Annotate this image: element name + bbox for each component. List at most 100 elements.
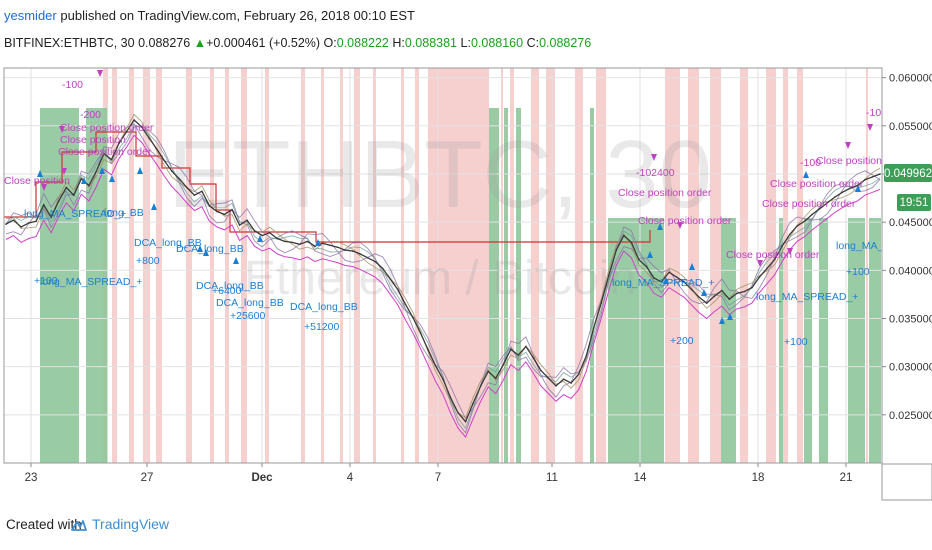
trade-label: +100 [784,336,808,348]
trade-label: -102400 [636,167,675,179]
price-point [720,289,723,292]
price-point [434,364,437,367]
green-zone-band [779,218,783,463]
price-point [472,402,474,405]
red-zone-band [301,68,305,463]
price-point [366,256,369,259]
open-value: 0.088222 [336,36,389,50]
watermark-symbol: ETHBTC, 30 [168,121,712,228]
red-zone-band [112,68,117,463]
trade-label: +6400 [212,285,242,297]
red-zone-band [510,68,514,463]
axis-corner [881,463,932,501]
x-axis[interactable]: 23 27 Dec 4 7 11 14 18 21 [25,463,853,484]
entry-arrow-icon [37,170,43,177]
entry-arrow-icon [727,313,733,320]
trade-label: +51200 [304,321,339,333]
price-point [502,363,505,366]
price-point [607,274,610,276]
tradingview-brand-link[interactable]: TradingView [92,516,170,532]
entry-arrow-icon [203,249,209,256]
price-point [615,249,618,251]
trade-label: -200 [80,109,101,121]
lower-band-line [5,134,881,438]
green-zone-band [590,108,594,463]
trade-label: Close position order [58,146,152,158]
entry-arrow-icon [663,277,669,284]
chart-header: yesmider published on TradingView.com, F… [0,0,932,62]
ma-envelope-line [5,123,881,420]
time-badge-text: 19:51 [900,197,929,209]
price-point [525,345,527,348]
price-point [743,290,746,293]
x-tick-label: 27 [141,472,154,484]
trade-label: Close position order [726,249,820,261]
x-tick-label: 11 [546,472,558,484]
trade-label: Close position order [770,178,864,190]
price-point [88,184,90,187]
price-point [110,158,113,161]
price-point [404,303,407,305]
price-point [246,219,248,222]
x-tick-label: 7 [435,472,441,484]
price-point [449,396,452,399]
trade-label: long_MA_SPREAD_+ [612,277,714,289]
price-point [751,286,753,289]
entry-arrow-icon [233,257,239,264]
price-point [336,246,339,248]
trade-label: Close position order [638,215,732,227]
red-zone-band [596,68,606,463]
author-link[interactable]: yesmider [4,8,57,23]
price-point [389,278,392,280]
price-point [833,196,836,198]
x-tick-label: 4 [347,472,354,484]
price-point [562,378,565,380]
y-tick-label: 0.045000 [889,217,932,229]
price-point [517,354,520,356]
trade-label: -100 [800,157,821,169]
low-value: 0.088160 [470,36,524,50]
green-zone-band [869,218,881,463]
exit-arrow-icon [867,124,873,131]
price-point [773,258,776,261]
entry-arrow-icon [855,185,861,192]
y-tick-label: 0.030000 [889,362,932,374]
price-point [532,357,535,359]
exit-arrow-icon [677,222,683,229]
created-with-text: Created with [6,517,82,532]
price-point [306,240,309,243]
trade-label: long_MA_SPREAD_+ [24,208,126,220]
red-zone-band [210,68,214,463]
price-point [547,377,550,380]
price-chart[interactable]: ETHBTC, 30 Ethereum / Bitcoin -100-200Cl… [0,62,932,502]
price-point [638,258,640,261]
trade-label: long_MA_SPREAD_+ [756,291,858,303]
red-zone-band [156,68,162,463]
price-point [253,230,256,232]
entry-arrow-icon [719,317,725,324]
red-zone-band [501,68,503,463]
trade-label: long_MA_SPREAD_+ [40,276,142,288]
price-point [148,137,150,140]
green-zone-band [721,218,736,463]
price-point [178,177,181,180]
price-point [442,378,444,380]
exit-arrow-icon [61,168,67,175]
price-point [412,316,414,319]
price-point [133,119,135,121]
publish-line: yesmider published on TradingView.com, F… [4,8,415,23]
price-point [103,152,105,155]
price-point [170,170,173,172]
y-axis[interactable]: 0.0600000.0550000.0500000.0450000.040000… [882,68,932,463]
price-point [329,244,331,247]
entry-arrow-icon [137,167,143,174]
price-point [698,296,700,299]
x-tick-label: 14 [634,472,647,484]
price-point [155,148,158,150]
price-point [818,207,821,210]
price-point [736,292,738,295]
red-zone-band [373,68,376,463]
green-zone-band [848,218,865,463]
tradingview-logo-icon [71,520,87,531]
price-point [758,276,761,278]
